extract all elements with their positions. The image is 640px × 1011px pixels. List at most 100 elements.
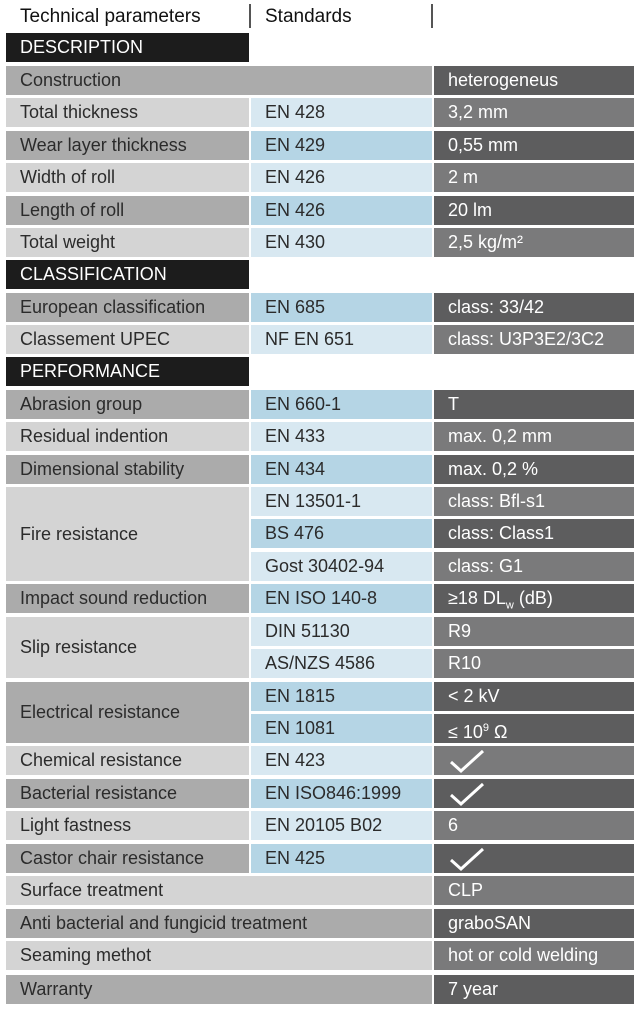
table-row: Classement UPEC NF EN 651 class: U3P3E2/… — [6, 325, 634, 354]
row-label: Impact sound reduction — [6, 584, 249, 613]
row-label: Construction — [6, 66, 432, 95]
value-superscript: 9 — [482, 722, 490, 734]
table-row: Light fastness EN 20105 B02 6 — [6, 811, 634, 840]
row-label: Surface treatment — [6, 876, 432, 905]
table-row: Wear layer thickness EN 429 0,55 mm — [6, 131, 634, 160]
row-value: max. 0,2 mm — [434, 422, 634, 451]
row-standard: EN 426 — [251, 196, 432, 225]
table-row: Width of roll EN 426 2 m — [6, 163, 634, 192]
table-row: Abrasion group EN 660-1 T — [6, 390, 634, 419]
row-value: ≥18 DLw (dB) — [434, 584, 634, 613]
row-label: Total weight — [6, 228, 249, 257]
value-unit: Ω — [489, 722, 508, 742]
row-standard: EN 20105 B02 — [251, 811, 432, 840]
row-label: Wear layer thickness — [6, 131, 249, 160]
table-row: Total weight EN 430 2,5 kg/m² — [6, 228, 634, 257]
row-label: Anti bacterial and fungicid treatment — [6, 909, 432, 938]
value-subscript: w — [505, 599, 514, 612]
table-row: Anti bacterial and fungicid treatment gr… — [6, 909, 634, 938]
row-standard: EN 434 — [251, 455, 432, 484]
row-label: Abrasion group — [6, 390, 249, 419]
row-value: 7 year — [434, 975, 634, 1004]
table-row: Chemical resistance EN 423 — [6, 746, 634, 775]
row-value — [434, 779, 634, 808]
row-label: Residual indention — [6, 422, 249, 451]
table-row: Impact sound reduction EN ISO 140-8 ≥18 … — [6, 584, 634, 613]
row-label: Total thickness — [6, 98, 249, 127]
table-row-fire-resistance: Fire resistance EN 13501-1 class: Bfl-s1… — [6, 487, 634, 581]
row-value: R10 — [434, 649, 634, 678]
row-label: Chemical resistance — [6, 746, 249, 775]
checkmark-icon — [449, 783, 485, 807]
row-value: max. 0,2 % — [434, 455, 634, 484]
row-value: 20 lm — [434, 196, 634, 225]
value-text: ≥18 DL — [448, 588, 506, 608]
row-standard: EN 426 — [251, 163, 432, 192]
row-value: hot or cold welding — [434, 941, 634, 970]
table-row: European classification EN 685 class: 33… — [6, 293, 634, 322]
row-value: heterogeneus — [434, 66, 634, 95]
table-row-electrical-resistance: Electrical resistance EN 1815 < 2 kV EN … — [6, 682, 634, 743]
row-label: Light fastness — [6, 811, 249, 840]
row-label: Length of roll — [6, 196, 249, 225]
row-value: 0,55 mm — [434, 131, 634, 160]
table-row-slip-resistance: Slip resistance DIN 51130 R9 AS/NZS 4586… — [6, 617, 634, 678]
section-performance: PERFORMANCE — [6, 357, 249, 386]
row-value: class: U3P3E2/3C2 — [434, 325, 634, 354]
row-label: Bacterial resistance — [6, 779, 249, 808]
table-row: Warranty 7 year — [6, 975, 634, 1004]
row-label: Castor chair resistance — [6, 844, 249, 873]
table-row: Surface treatment CLP — [6, 876, 634, 905]
row-value: class: G1 — [434, 552, 634, 581]
value-unit: (dB) — [513, 588, 553, 608]
table-row: Castor chair resistance EN 425 — [6, 844, 634, 873]
table-row: Total thickness EN 428 3,2 mm — [6, 98, 634, 127]
row-standard: EN ISO 140-8 — [251, 584, 432, 613]
table-row: Residual indention EN 433 max. 0,2 mm — [6, 422, 634, 451]
checkmark-icon — [449, 750, 485, 774]
row-standard: EN 1081 — [251, 714, 432, 743]
section-classification: CLASSIFICATION — [6, 260, 249, 289]
row-label: Dimensional stability — [6, 455, 249, 484]
row-value: class: Bfl-s1 — [434, 487, 634, 516]
header-separator — [431, 4, 433, 28]
row-label: Slip resistance — [6, 617, 249, 678]
row-standard: AS/NZS 4586 — [251, 649, 432, 678]
row-label: Classement UPEC — [6, 325, 249, 354]
row-standard: EN 423 — [251, 746, 432, 775]
row-value: graboSAN — [434, 909, 634, 938]
row-standard: BS 476 — [251, 519, 432, 548]
row-standard: EN 660-1 — [251, 390, 432, 419]
row-value: class: Class1 — [434, 519, 634, 548]
row-label: Seaming methot — [6, 941, 432, 970]
table-row: Dimensional stability EN 434 max. 0,2 % — [6, 455, 634, 484]
row-standard: EN 430 — [251, 228, 432, 257]
row-standard: EN 13501-1 — [251, 487, 432, 516]
table-row: Seaming methot hot or cold welding — [6, 941, 634, 970]
section-description: DESCRIPTION — [6, 33, 249, 62]
row-value: R9 — [434, 617, 634, 646]
row-value: CLP — [434, 876, 634, 905]
row-standard: EN 425 — [251, 844, 432, 873]
row-value: 6 — [434, 811, 634, 840]
row-standard: EN ISO846:1999 — [251, 779, 432, 808]
row-value: T — [434, 390, 634, 419]
row-label: Width of roll — [6, 163, 249, 192]
row-standard: EN 428 — [251, 98, 432, 127]
row-label: Warranty — [6, 975, 432, 1004]
table-row: Bacterial resistance EN ISO846:1999 — [6, 779, 634, 808]
table-row: Length of roll EN 426 20 lm — [6, 196, 634, 225]
header-standards: Standards — [265, 6, 352, 27]
row-label: Fire resistance — [6, 487, 249, 581]
row-standard: EN 1815 — [251, 682, 432, 711]
row-standard: EN 429 — [251, 131, 432, 160]
row-label: European classification — [6, 293, 249, 322]
row-value — [434, 844, 634, 873]
row-standard: NF EN 651 — [251, 325, 432, 354]
row-label: Electrical resistance — [6, 682, 249, 743]
row-value: 2 m — [434, 163, 634, 192]
row-standard: DIN 51130 — [251, 617, 432, 646]
row-value: 2,5 kg/m² — [434, 228, 634, 257]
header-separator — [249, 4, 251, 28]
header-technical-parameters: Technical parameters — [20, 6, 201, 27]
